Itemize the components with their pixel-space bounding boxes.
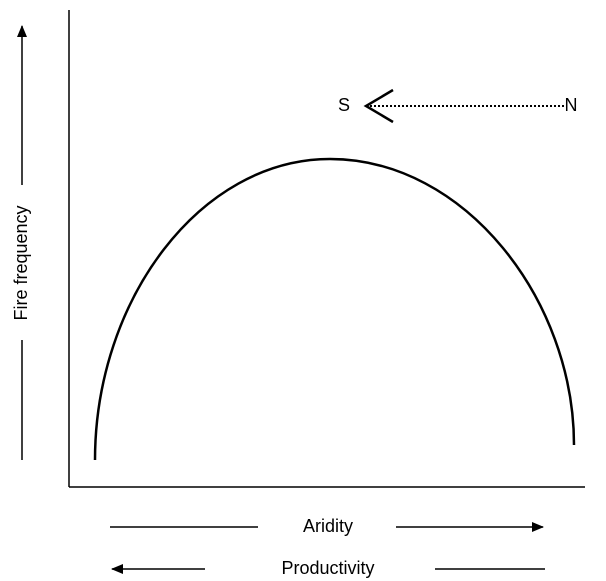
- direction-arrowhead: [363, 88, 394, 124]
- y-axis-label: Fire frequency: [11, 205, 31, 320]
- aridity-label: Aridity: [303, 516, 353, 536]
- south-label: S: [338, 95, 350, 115]
- productivity-label: Productivity: [281, 558, 374, 578]
- curve: [93, 157, 576, 461]
- north-label: N: [565, 95, 578, 115]
